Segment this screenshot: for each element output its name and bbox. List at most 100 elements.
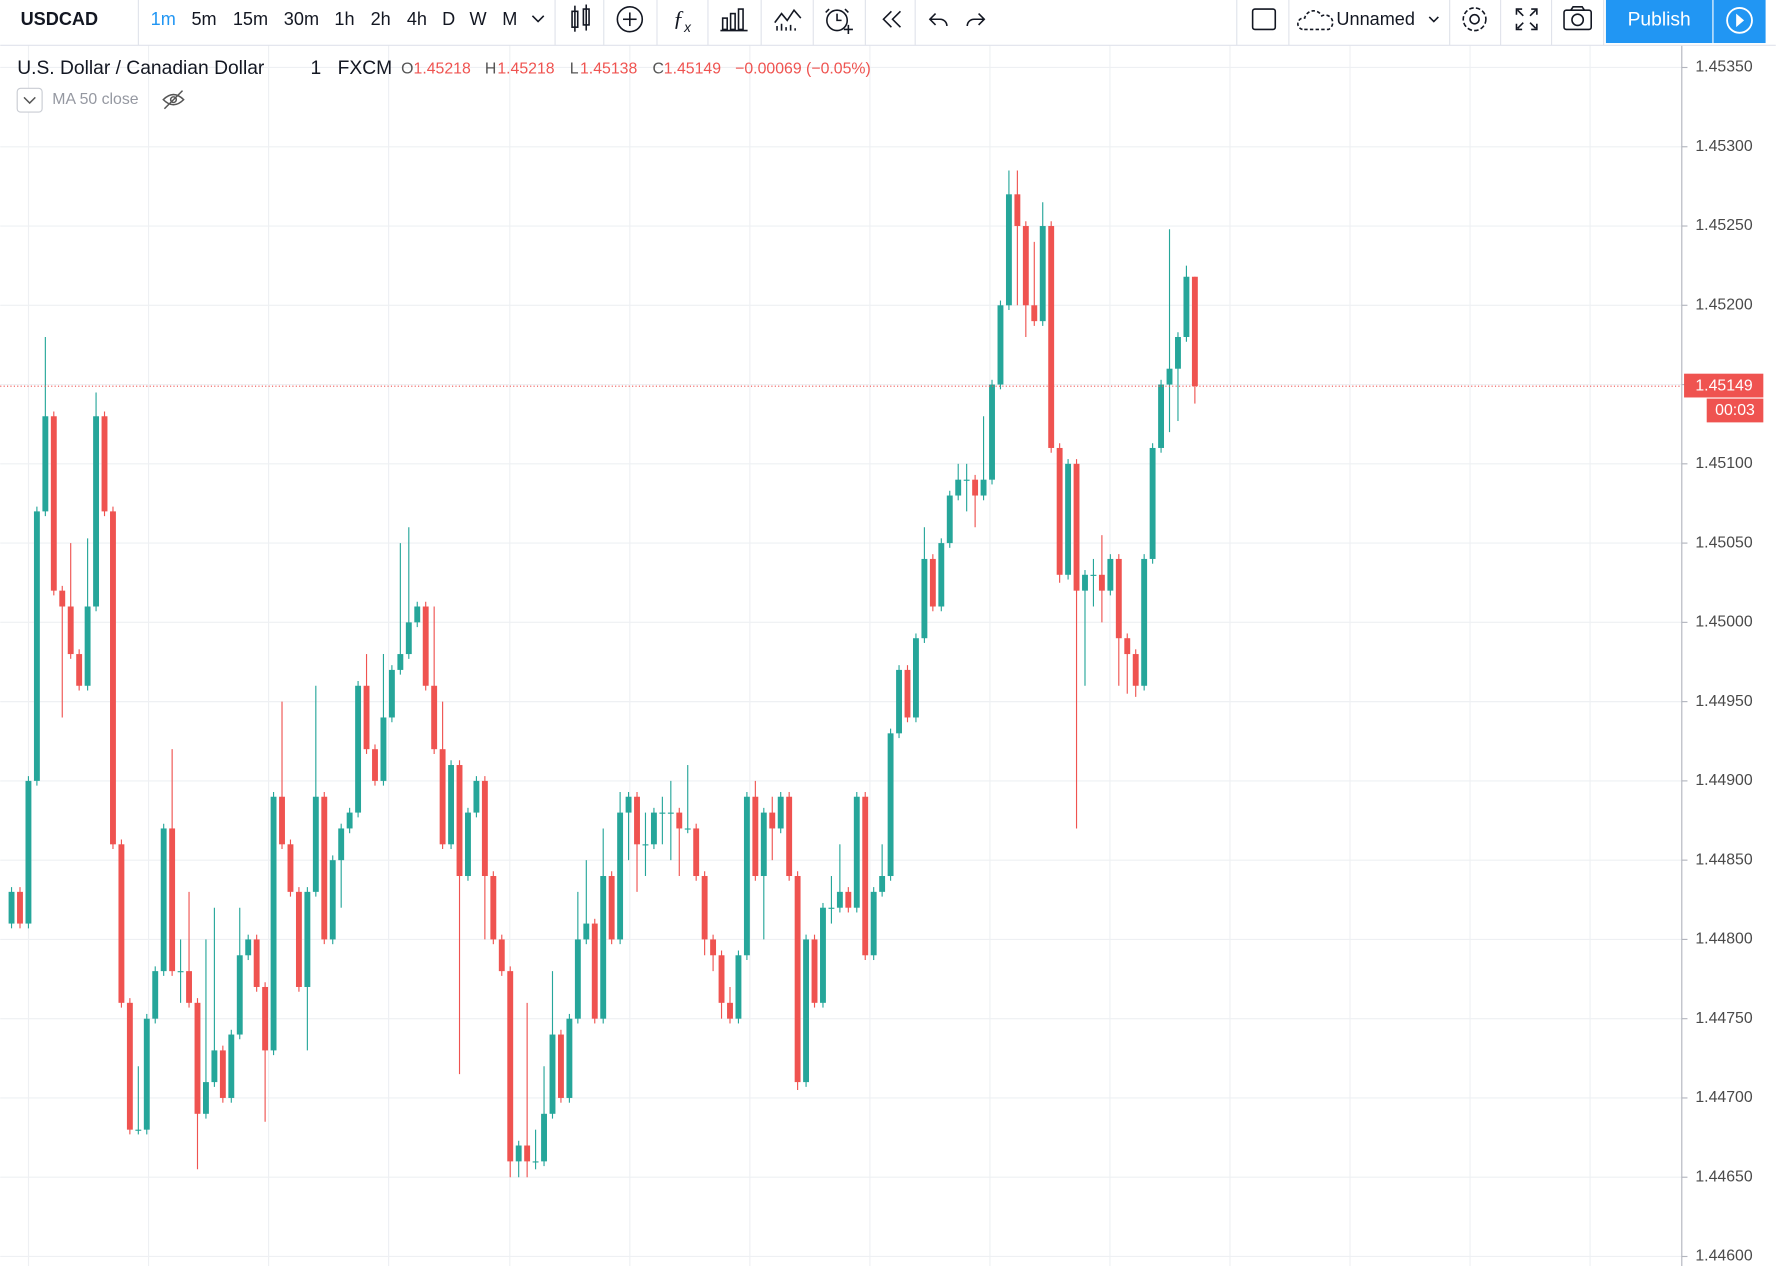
- candle-body: [524, 1145, 531, 1162]
- candle-body: [574, 939, 581, 1019]
- compare-icon[interactable]: [616, 6, 644, 33]
- undo-icon[interactable]: [928, 13, 948, 27]
- interval-button[interactable]: 4h: [407, 9, 427, 29]
- interval-button[interactable]: 2h: [371, 9, 391, 29]
- candle-body: [684, 828, 691, 830]
- candle-body: [329, 860, 336, 940]
- candle-body: [769, 812, 776, 829]
- candle-body: [879, 876, 886, 892]
- candle-body: [1065, 463, 1072, 575]
- candle-body: [938, 543, 945, 607]
- candle-body: [1031, 305, 1038, 322]
- legend-toggle[interactable]: [16, 87, 43, 113]
- replay-icon[interactable]: [882, 10, 902, 28]
- candle-body: [617, 812, 624, 940]
- candle-body: [414, 606, 421, 623]
- candle-body: [600, 876, 607, 1019]
- price-tick-label: 1.44750: [1695, 1010, 1752, 1027]
- candle-body: [650, 812, 657, 845]
- candle-body: [1115, 558, 1122, 639]
- close-value: 1.45149: [664, 60, 721, 77]
- candle-body: [321, 796, 328, 940]
- price-tick-label: 1.45100: [1695, 455, 1752, 472]
- candle-body: [752, 796, 759, 877]
- publish-button[interactable]: [1605, 0, 1713, 44]
- change-value: −0.00069 (−0.05%): [735, 60, 871, 77]
- price-tick-label: 1.45050: [1695, 534, 1752, 551]
- layout-icon[interactable]: [1251, 8, 1277, 31]
- candle-body: [777, 796, 784, 829]
- candle-body: [101, 416, 108, 512]
- candle-body: [980, 479, 987, 496]
- candle-body: [1191, 276, 1198, 387]
- candle-body: [118, 844, 125, 1003]
- snapshot-icon[interactable]: [1563, 6, 1593, 31]
- high-value: 1.45218: [497, 60, 554, 77]
- alert-icon[interactable]: [825, 8, 853, 34]
- open-label: O: [401, 60, 413, 77]
- candle-body: [566, 1018, 573, 1098]
- candle-body: [862, 796, 869, 956]
- low-value: 1.45138: [580, 60, 637, 77]
- candle-body: [186, 971, 192, 1003]
- legend: U.S. Dollar / Canadian Dollar 1 FXCM O 1…: [16, 58, 871, 113]
- candle-body: [558, 1034, 564, 1098]
- candle-body: [456, 765, 463, 877]
- candle-body: [372, 749, 378, 781]
- high-label: H: [485, 60, 496, 77]
- candle-body: [346, 812, 353, 829]
- chart-type-icon[interactable]: [571, 4, 590, 32]
- instrument-name: U.S. Dollar / Canadian Dollar: [17, 58, 265, 79]
- interval-button[interactable]: 15m: [233, 9, 268, 29]
- candle-body: [549, 1034, 556, 1114]
- candle-body: [1014, 194, 1021, 227]
- candle-body: [896, 669, 902, 734]
- interval-button[interactable]: W: [470, 9, 488, 29]
- interval-dropdown[interactable]: [531, 15, 545, 23]
- strategy-icon[interactable]: [774, 8, 802, 24]
- fullscreen-icon[interactable]: [1515, 8, 1538, 31]
- price-tick-label: 1.44850: [1695, 851, 1752, 868]
- candle-body: [304, 891, 311, 987]
- candle-body: [279, 796, 285, 845]
- interval-button[interactable]: 1m: [151, 9, 176, 29]
- candle-body: [1082, 574, 1088, 591]
- price-tick-label: 1.44600: [1695, 1248, 1752, 1265]
- candle-body: [194, 1002, 201, 1114]
- candle-body: [211, 1050, 218, 1083]
- candle-body: [1048, 226, 1055, 448]
- candles: [0, 170, 1682, 1178]
- interval-button[interactable]: D: [442, 9, 455, 29]
- templates-icon[interactable]: [720, 8, 748, 32]
- indicators-icon[interactable]: ƒ: [673, 6, 684, 31]
- redo-icon[interactable]: [966, 13, 986, 27]
- interval-button[interactable]: 5m: [191, 9, 216, 29]
- layout-dropdown[interactable]: [1428, 16, 1439, 23]
- candle-body: [1183, 276, 1190, 337]
- legend-interval: 1: [310, 58, 321, 79]
- candle-body: [583, 923, 590, 940]
- candle-body: [388, 669, 395, 718]
- price-tick-label: 1.45350: [1695, 59, 1752, 76]
- interval-button[interactable]: 1h: [334, 9, 354, 29]
- indicators-icon-x: x: [683, 20, 692, 35]
- candle-body: [989, 384, 995, 480]
- symbol[interactable]: USDCAD: [21, 9, 98, 29]
- visibility-icon[interactable]: [162, 90, 185, 110]
- candle-body: [363, 685, 370, 750]
- interval-button[interactable]: 30m: [284, 9, 319, 29]
- price-tick-label: 1.45200: [1695, 296, 1752, 313]
- cloud-icon[interactable]: [1297, 10, 1334, 31]
- candle-body: [667, 812, 674, 814]
- candle-body: [1056, 447, 1063, 575]
- legend-toggle-chevron: [23, 96, 36, 105]
- candle-body: [608, 876, 615, 940]
- interval-button[interactable]: M: [502, 9, 517, 29]
- candle-body: [710, 939, 717, 956]
- settings-icon[interactable]: [1462, 7, 1487, 32]
- layout-name[interactable]: Unnamed: [1336, 9, 1415, 29]
- price-tick-label: 1.44650: [1695, 1168, 1752, 1185]
- play-arrow: [1736, 13, 1745, 28]
- candle-body: [532, 1161, 539, 1163]
- candle-body: [338, 828, 345, 861]
